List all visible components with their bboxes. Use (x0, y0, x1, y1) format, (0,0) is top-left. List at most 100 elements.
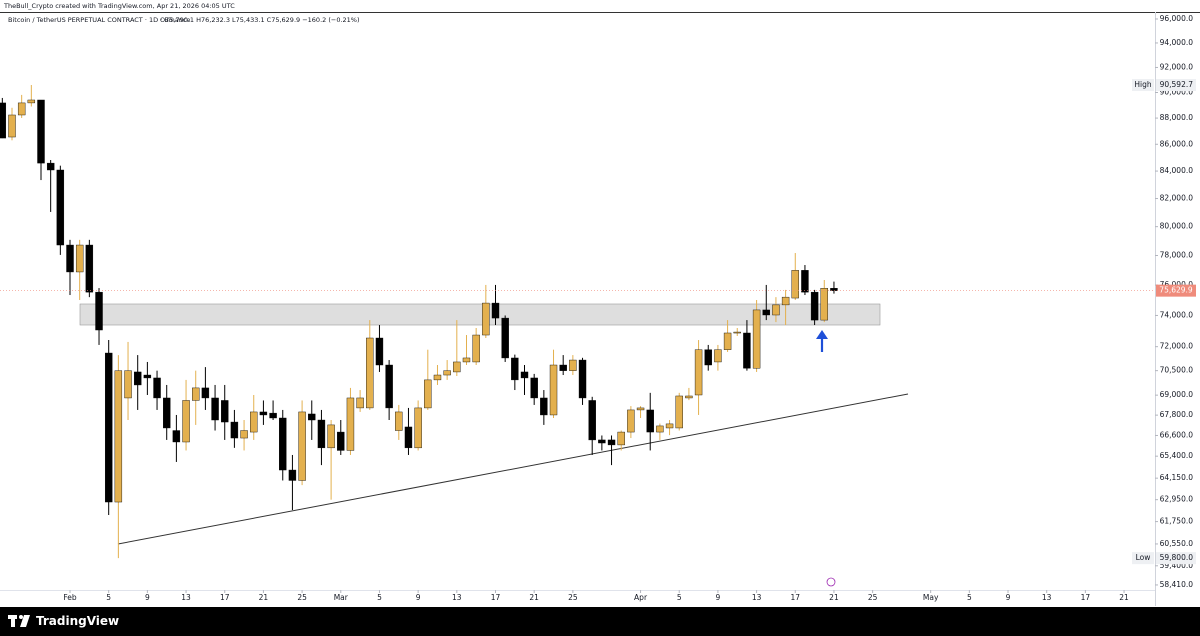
candle-body (694, 349, 703, 396)
y-tick-label: 86,000.0 (1160, 139, 1194, 148)
y-tick-label: 94,000.0 (1160, 38, 1194, 47)
candle-body (752, 309, 761, 369)
marker-value-badge (1156, 79, 1196, 92)
candle-body (385, 364, 393, 409)
x-tick-label: 5 (677, 593, 682, 602)
candle-body (424, 379, 432, 409)
y-tick-label: 92,000.0 (1160, 62, 1194, 71)
candle-body (56, 169, 65, 246)
candle-body (559, 364, 567, 371)
x-tick-label: 13 (452, 593, 462, 602)
candle-body (327, 424, 335, 449)
x-tick-label: Mar (334, 593, 349, 602)
x-tick-label: 25 (568, 593, 578, 602)
candle-body (549, 364, 558, 416)
y-tick-label: 74,000.0 (1160, 310, 1194, 319)
candle-body (646, 409, 654, 433)
x-tick-label: 25 (297, 593, 307, 602)
footer (0, 607, 1200, 636)
candle-body (675, 395, 683, 429)
x-tick-label: 25 (868, 593, 878, 602)
candle-body (540, 397, 548, 416)
candle-body (240, 430, 248, 439)
candle-body (743, 332, 751, 369)
x-tick-label: 13 (752, 593, 762, 602)
candle-body (733, 331, 741, 334)
candle-body (104, 352, 113, 503)
x-tick-label: 5 (106, 593, 111, 602)
candle-body (192, 387, 200, 401)
candle-body (588, 400, 596, 441)
candle-body (114, 370, 123, 503)
candle-body (182, 400, 190, 443)
candle-body (810, 291, 819, 321)
x-tick-label: 21 (529, 593, 539, 602)
event-icon[interactable] (826, 577, 836, 587)
candle-body (172, 430, 181, 443)
candle-body (124, 370, 132, 399)
marker-value: 90,592.7 (1160, 80, 1194, 89)
y-tick-label: 88,000.0 (1160, 113, 1194, 122)
candle-body (433, 374, 442, 381)
x-tick-label: 9 (416, 593, 421, 602)
candle-body (337, 431, 345, 451)
candle-body (230, 421, 239, 439)
candle-body (772, 304, 780, 316)
candle-body (250, 411, 258, 433)
y-tick-label: 96,000.0 (1160, 14, 1194, 23)
x-tick-label: 9 (716, 593, 721, 602)
candle-body (472, 334, 480, 363)
x-tick-label: 21 (1119, 593, 1129, 602)
candle-body (569, 359, 577, 371)
attribution: TheBull_Crypto created with TradingView.… (3, 2, 235, 10)
candle-body (665, 423, 674, 429)
candle-body (723, 332, 732, 350)
x-tick-label: 17 (491, 593, 501, 602)
candle-body (269, 412, 277, 419)
y-tick-label: 60,550.0 (1160, 539, 1194, 548)
candle-body (656, 425, 664, 433)
brand-logo (8, 615, 30, 627)
x-tick-label: 9 (145, 593, 150, 602)
candle-body (259, 411, 268, 416)
x-tick-label: Apr (634, 593, 648, 602)
x-tick-label: 5 (377, 593, 382, 602)
candle-body (288, 469, 297, 481)
candle-body (520, 371, 529, 379)
candle-body (143, 374, 152, 379)
candle-body (395, 411, 403, 431)
candle-body (66, 244, 74, 273)
y-tick-label: 70,500.0 (1160, 366, 1194, 375)
candle-body (298, 411, 306, 481)
ohlc-legend: O75,790.1 H76,232.3 L75,433.1 C75,629.9 … (160, 16, 360, 24)
y-tick-label: 80,000.0 (1160, 222, 1194, 231)
symbol-title: Bitcoin / TetherUS PERPETUAL CONTRACT · … (8, 16, 190, 24)
x-tick-label: 21 (259, 593, 269, 602)
candles (0, 85, 838, 559)
x-tick-label: 13 (1042, 593, 1052, 602)
marker-name-badge (1132, 79, 1154, 92)
y-tick-label: 78,000.0 (1160, 250, 1194, 259)
y-tick-label: 61,750.0 (1160, 517, 1194, 526)
candle-body (27, 99, 36, 104)
candle-body (153, 377, 161, 399)
candle-body (75, 244, 84, 273)
candle-body (791, 270, 799, 299)
candle-body (37, 99, 45, 164)
candle-body (317, 419, 326, 449)
candle-body (404, 426, 413, 449)
candle-body (830, 288, 838, 291)
y-tick-label: 69,000.0 (1160, 390, 1194, 399)
x-tick-label: 5 (967, 593, 972, 602)
candle-body (46, 162, 55, 171)
candle-body (17, 102, 26, 116)
x-tick-label: 17 (220, 593, 230, 602)
candle-body (482, 302, 490, 336)
brand: TradingView (36, 614, 119, 628)
candle-body (501, 317, 509, 359)
candle-body (308, 413, 316, 421)
y-tick-label: 76,000.0 (1160, 280, 1194, 289)
trend-line (117, 393, 909, 545)
candle-body (356, 397, 364, 409)
marker-name-badge (1132, 552, 1154, 565)
